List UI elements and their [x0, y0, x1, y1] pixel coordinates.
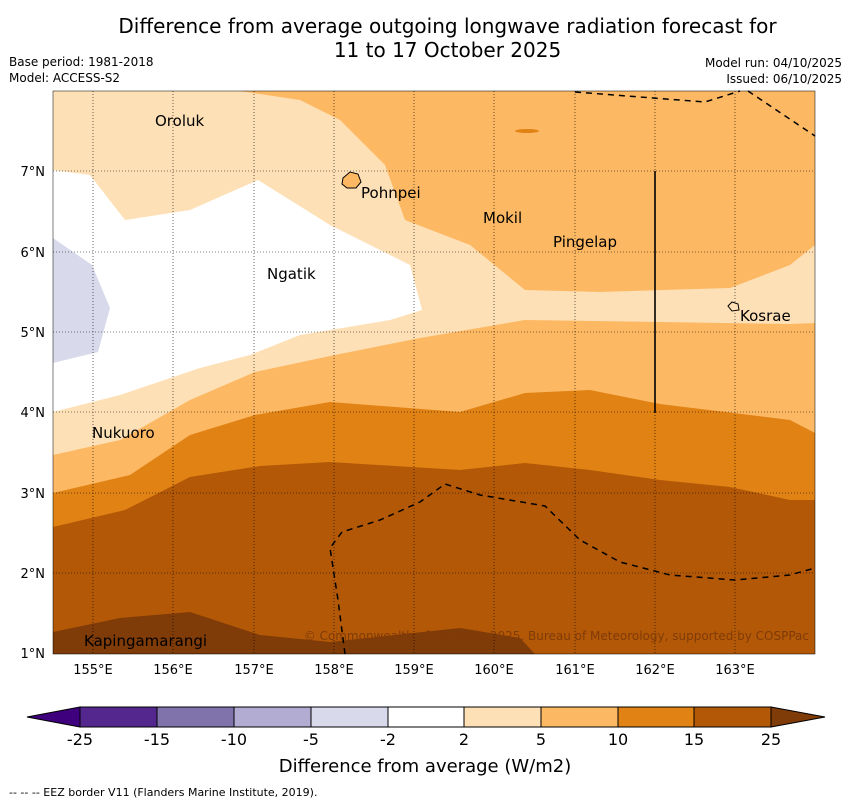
map-frame [52, 90, 816, 655]
lat-tick-3n: 3°N [21, 487, 46, 502]
colorbar-label-minus5: -5 [303, 730, 319, 749]
colorbar-swatch-5 [387, 706, 465, 728]
lon-tick-163e: 163°E [715, 663, 755, 678]
band-above-25 [53, 612, 535, 654]
colorbar-label-minus15: -15 [143, 730, 171, 749]
band-15-to-25 [53, 462, 815, 654]
graticule [53, 91, 815, 654]
colorbar-label-minus25: -25 [66, 730, 94, 749]
lon-tick-157e: 157°E [234, 663, 274, 678]
lat-tick-1n: 1°N [21, 647, 46, 662]
lon-tick-160e: 160°E [474, 663, 514, 678]
eez-footnote: -- -- -- EEZ border V11 (Flanders Marine… [9, 786, 318, 799]
lon-tick-155e: 155°E [73, 663, 113, 678]
colorbar-title: Difference from average (W/m2) [278, 756, 572, 777]
lat-tick-7n: 7°N [21, 165, 46, 180]
place-label-pingelap: Pingelap [553, 233, 617, 251]
colorbar-label-25: 25 [760, 730, 782, 749]
colorbar-swatch-6 [463, 706, 542, 728]
colorbar-swatch-3 [233, 706, 312, 728]
eez-border [329, 90, 816, 655]
model-text: Model: ACCESS-S2 [9, 71, 121, 85]
map-title-line2: 11 to 17 October 2025 [333, 38, 562, 62]
place-label-oroluk: Oroluk [155, 112, 204, 130]
kosrae-outline [727, 301, 740, 312]
lon-tick-159e: 159°E [394, 663, 434, 678]
colorbar-label-minus10: -10 [220, 730, 248, 749]
lat-tick-5n: 5°N [21, 326, 46, 341]
place-label-mokil: Mokil [483, 209, 522, 227]
issued-text: Issued: 06/10/2025 [726, 72, 842, 86]
colorbar-label-5: 5 [535, 730, 547, 749]
map-title-line1: Difference from average outgoing longwav… [118, 14, 777, 38]
colorbar-swatch-2 [156, 706, 235, 728]
place-label-nukuoro: Nukuoro [92, 424, 155, 442]
colorbar-label-2: 2 [458, 730, 470, 749]
pohnpei-outline [341, 171, 362, 189]
place-label-pohnpei: Pohnpei [361, 184, 421, 202]
copyright-text: © Commonwealth of Australia 2025, Bureau… [304, 629, 809, 643]
band-minus2-to-2 [53, 170, 422, 412]
colorbar-swatch-7 [540, 706, 619, 728]
lon-tick-156e: 156°E [153, 663, 193, 678]
place-label-ngatik: Ngatik [267, 265, 316, 283]
colorbar-swatch-low-ext [26, 706, 81, 728]
small-anomaly-patch [515, 129, 539, 133]
lat-tick-6n: 6°N [21, 246, 46, 261]
colorbar-label-10: 10 [607, 730, 629, 749]
colorbar [26, 706, 826, 728]
colorbar-swatch-high-ext [770, 706, 826, 728]
lon-tick-161e: 161°E [555, 663, 595, 678]
anomaly-field [53, 91, 815, 654]
lon-tick-162e: 162°E [635, 663, 675, 678]
model-run-text: Model run: 04/10/2025 [704, 56, 842, 70]
place-label-kapingamarangi: Kapingamarangi [84, 632, 207, 650]
lon-tick-158e: 158°E [314, 663, 354, 678]
colorbar-swatch-8 [617, 706, 695, 728]
colorbar-swatch-9 [693, 706, 772, 728]
colorbar-swatch-1 [79, 706, 158, 728]
lat-tick-4n: 4°N [21, 406, 46, 421]
band-5-to-10-north [240, 91, 815, 292]
base-period-text: Base period: 1981-2018 [9, 55, 154, 69]
lat-tick-2n: 2°N [21, 567, 46, 582]
colorbar-label-minus2: -2 [380, 730, 396, 749]
colorbar-label-15: 15 [683, 730, 705, 749]
colorbar-swatch-4 [310, 706, 389, 728]
place-label-kosrae: Kosrae [740, 307, 791, 325]
